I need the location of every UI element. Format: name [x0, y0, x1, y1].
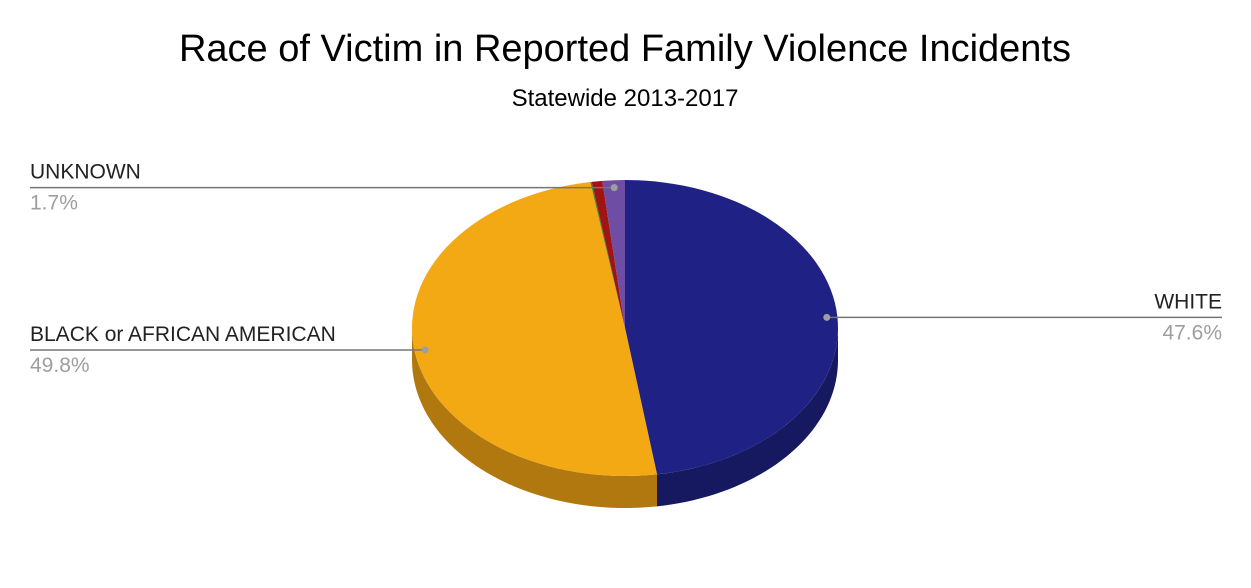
chart-title: Race of Victim in Reported Family Violen… — [179, 28, 1071, 70]
pie-slice-slice-3 — [591, 180, 625, 328]
leader-dot-white — [823, 313, 831, 321]
slice-labels: WHITE 47.6% BLACK or AFRICAN AMERICAN 49.8%… — [30, 161, 1222, 377]
pie-slices — [411, 180, 838, 477]
slice-value-white: 47.6% — [1162, 321, 1222, 344]
slice-value-unknown: 1.7% — [30, 192, 78, 215]
slice-label-black-or-african-american: BLACK or AFRICAN AMERICAN — [30, 323, 336, 346]
slice-label-unknown: UNKNOWN — [30, 161, 141, 184]
pie-slice-slice-2 — [590, 181, 625, 328]
pie-slice-unknown — [602, 180, 625, 328]
chart-subtitle: Statewide 2013-2017 — [512, 85, 739, 112]
slice-value-black-or-african-american: 49.8% — [30, 354, 90, 377]
label-group-black-or-african-american: BLACK or AFRICAN AMERICAN 49.8% — [30, 323, 429, 377]
pie-slice-black-or-african-american — [411, 181, 657, 477]
side-wall-black-or-african-american — [412, 328, 657, 508]
pie-slice-white — [625, 180, 838, 475]
side-wall-white — [657, 328, 838, 507]
leader-dot-black-or-african-american — [421, 346, 429, 354]
label-group-white: WHITE 47.6% — [823, 290, 1222, 344]
label-group-unknown: UNKNOWN 1.7% — [30, 161, 618, 215]
slice-label-white: WHITE — [1154, 290, 1222, 313]
pie-side-walls — [412, 328, 838, 508]
leader-dot-unknown — [610, 184, 618, 192]
